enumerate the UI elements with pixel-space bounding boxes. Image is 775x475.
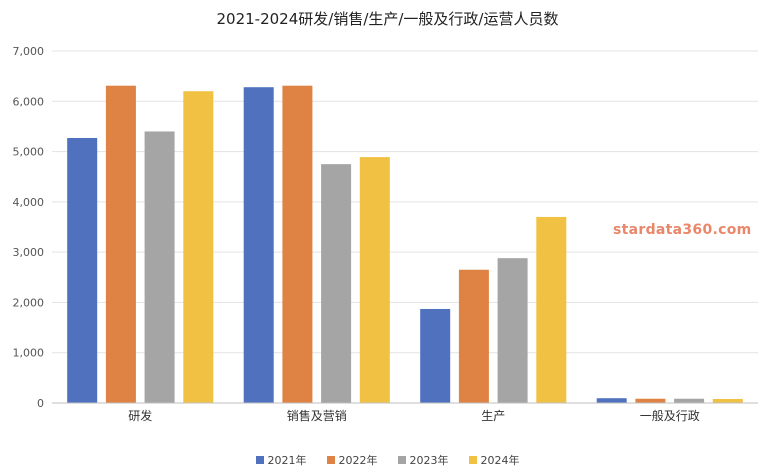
legend-label: 2023年 <box>409 454 449 467</box>
legend-swatch <box>468 456 477 464</box>
x-tick-label: 销售及营销 <box>287 408 347 423</box>
gridlines <box>52 50 758 354</box>
bar <box>596 398 627 403</box>
legend: 2021年 2022年 2023年 2024年 <box>0 452 775 468</box>
legend-item: 2022年 <box>326 452 378 468</box>
bar <box>458 269 489 403</box>
legend-swatch <box>326 456 335 464</box>
bar <box>635 398 666 403</box>
bars <box>67 85 743 403</box>
x-tick-label: 生产 <box>481 409 505 423</box>
legend-label: 2022年 <box>338 454 378 467</box>
bar <box>712 398 743 403</box>
y-tick-label: 3,000 <box>13 246 45 259</box>
axes: 0 1,000 2,000 3,000 4,000 5,000 6,000 7,000 研发 销售… <box>13 45 758 423</box>
y-tick-label: 5,000 <box>13 146 45 159</box>
x-tick-label: 一般及行政 <box>640 408 700 423</box>
bar <box>321 164 352 403</box>
legend-item: 2021年 <box>255 452 307 468</box>
bar <box>105 85 136 403</box>
bar <box>359 157 390 403</box>
bar <box>282 85 313 403</box>
bar <box>243 87 274 403</box>
chart-title: 2021-2024研发/销售/生产/一般及行政/运营人员数 <box>216 10 559 28</box>
y-tick-label: 1,000 <box>13 347 45 360</box>
bar <box>536 216 567 403</box>
bar <box>674 398 705 403</box>
x-tick-label: 研发 <box>128 408 152 423</box>
bar <box>67 137 98 403</box>
bar <box>144 131 175 403</box>
bar <box>420 308 451 403</box>
bar <box>183 91 214 403</box>
y-tick-label: 0 <box>37 397 44 410</box>
legend-item: 2024年 <box>468 452 520 468</box>
legend-item: 2023年 <box>397 452 449 468</box>
y-tick-label: 2,000 <box>13 296 45 309</box>
y-tick-label: 7,000 <box>13 45 45 58</box>
legend-label: 2021年 <box>267 454 307 467</box>
legend-label: 2024年 <box>480 454 520 467</box>
bar <box>497 258 528 403</box>
y-tick-label: 4,000 <box>13 196 45 209</box>
legend-swatch <box>255 456 264 464</box>
legend-swatch <box>397 456 406 464</box>
watermark: stardata360.com <box>613 222 752 238</box>
y-tick-label: 6,000 <box>13 95 45 108</box>
